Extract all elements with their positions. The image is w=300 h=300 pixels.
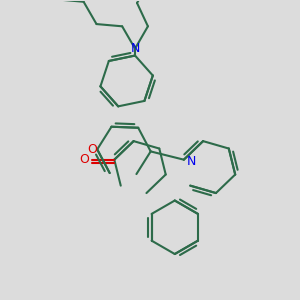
Text: N: N bbox=[130, 42, 140, 55]
Text: O: O bbox=[87, 143, 97, 156]
Text: O: O bbox=[80, 153, 90, 166]
Text: N: N bbox=[187, 155, 196, 168]
